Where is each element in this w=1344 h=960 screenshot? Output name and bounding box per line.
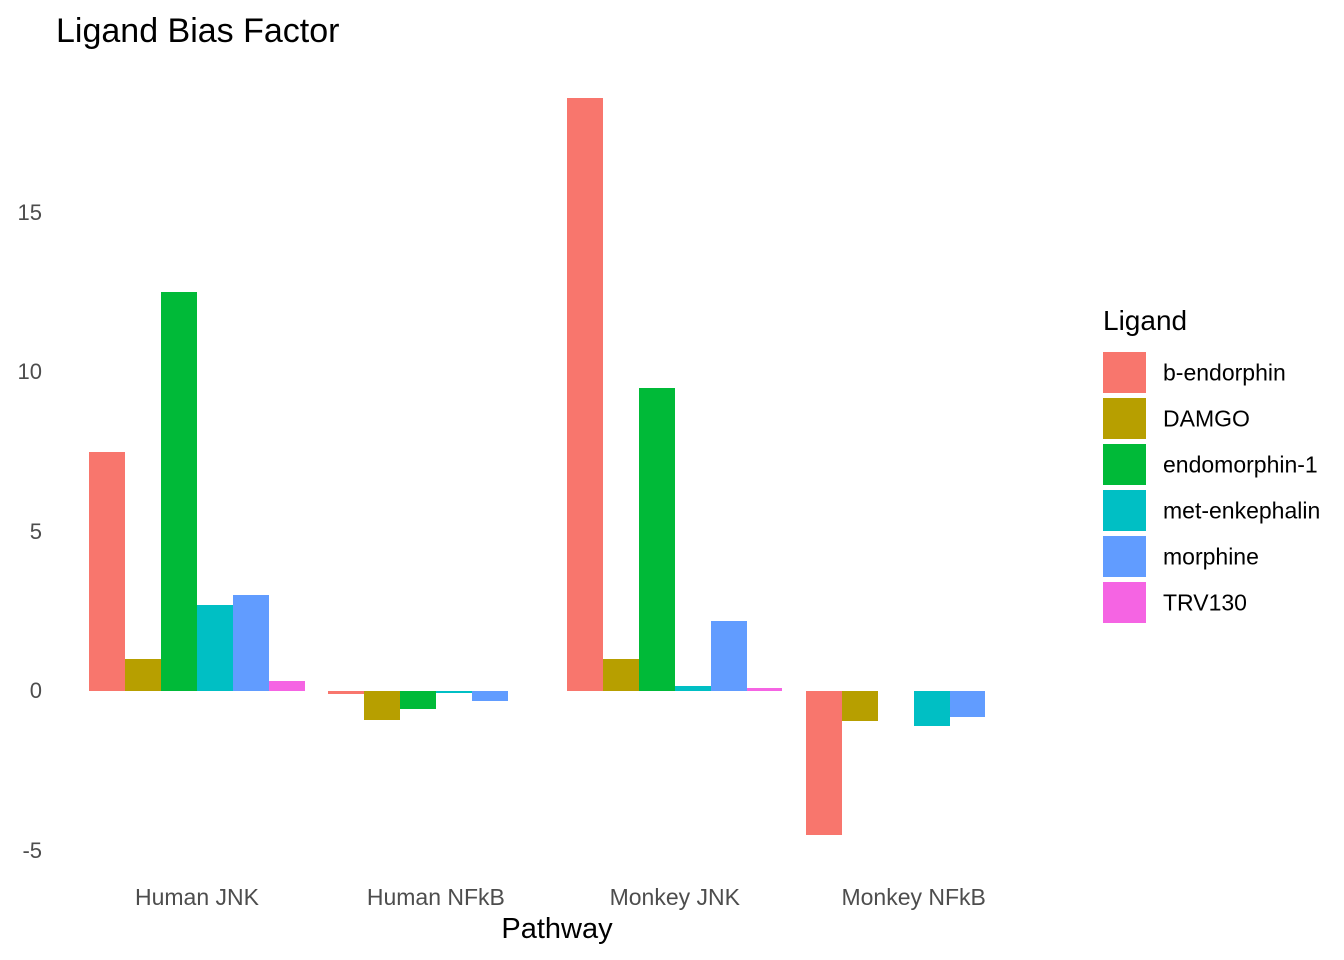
bar-morphine-monkey-jnk — [710, 620, 747, 691]
bar-damgo-human-jnk — [125, 659, 162, 691]
bar-endomorphin-1-human-nfkb — [400, 691, 436, 709]
legend-label-trv130: TRV130 — [1163, 589, 1247, 615]
legend-entry-damgo: DAMGO — [1103, 398, 1338, 439]
legend-label-endomorphin-1: endomorphin-1 — [1163, 451, 1318, 477]
bar-b-endorphin-human-jnk — [89, 451, 126, 691]
legend-entry-met-enkephalin: met-enkephalin — [1103, 490, 1338, 531]
y-tick-label--5: -5 — [22, 837, 42, 863]
legend-entry-trv130: TRV130 — [1103, 582, 1338, 623]
bar-damgo-monkey-nfkb — [841, 691, 878, 722]
x-axis-title: Pathway — [501, 913, 613, 945]
bar-endomorphin-1-monkey-jnk — [638, 387, 675, 691]
legend-swatch-damgo — [1103, 398, 1146, 439]
legend-swatch-met-enkephalin — [1103, 490, 1146, 531]
y-tick-label-5: 5 — [29, 518, 42, 544]
bar-met-enkephalin-monkey-jnk — [674, 686, 711, 691]
legend-label-damgo: DAMGO — [1163, 405, 1250, 431]
x-tick-label-human-nfkb: Human NFkB — [366, 884, 505, 910]
legend-swatch-trv130 — [1103, 582, 1146, 623]
legend-label-b-endorphin: b-endorphin — [1163, 359, 1286, 385]
legend-swatch-morphine — [1103, 536, 1146, 577]
legend-title: Ligand — [1103, 305, 1188, 336]
legend-swatch-endomorphin-1 — [1103, 444, 1146, 485]
plot-title: Ligand Bias Factor — [56, 12, 340, 50]
bar-morphine-human-jnk — [232, 595, 269, 691]
legend-entry-morphine: morphine — [1103, 536, 1338, 577]
bar-met-enkephalin-human-jnk — [197, 604, 233, 691]
y-tick-label-15: 15 — [17, 199, 42, 225]
bar-morphine-monkey-nfkb — [949, 691, 986, 717]
legend-entry-endomorphin-1: endomorphin-1 — [1103, 444, 1338, 485]
bar-trv130-monkey-jnk — [746, 687, 783, 691]
legend-entry-b-endorphin: b-endorphin — [1103, 352, 1338, 393]
y-tick-label-10: 10 — [17, 359, 42, 384]
bar-damgo-human-nfkb — [364, 691, 400, 720]
bar-trv130-human-jnk — [268, 681, 305, 691]
bar-met-enkephalin-human-nfkb — [435, 691, 472, 693]
legend-label-met-enkephalin: met-enkephalin — [1163, 497, 1321, 523]
bar-b-endorphin-monkey-nfkb — [806, 691, 842, 835]
legend-swatch-b-endorphin — [1103, 352, 1146, 393]
x-tick-label-monkey-nfkb: Monkey NFkB — [841, 884, 986, 910]
bar-damgo-monkey-jnk — [603, 659, 639, 691]
bar-b-endorphin-human-nfkb — [328, 691, 365, 695]
y-tick-label-0: 0 — [29, 678, 42, 703]
bar-morphine-human-nfkb — [471, 691, 508, 701]
bar-endomorphin-1-human-jnk — [161, 292, 197, 691]
x-tick-label-human-jnk: Human JNK — [135, 884, 259, 910]
x-tick-label-monkey-jnk: Monkey JNK — [609, 884, 740, 910]
bar-b-endorphin-monkey-jnk — [567, 97, 603, 691]
bar-met-enkephalin-monkey-nfkb — [913, 691, 950, 727]
legend-label-morphine: morphine — [1163, 543, 1259, 569]
